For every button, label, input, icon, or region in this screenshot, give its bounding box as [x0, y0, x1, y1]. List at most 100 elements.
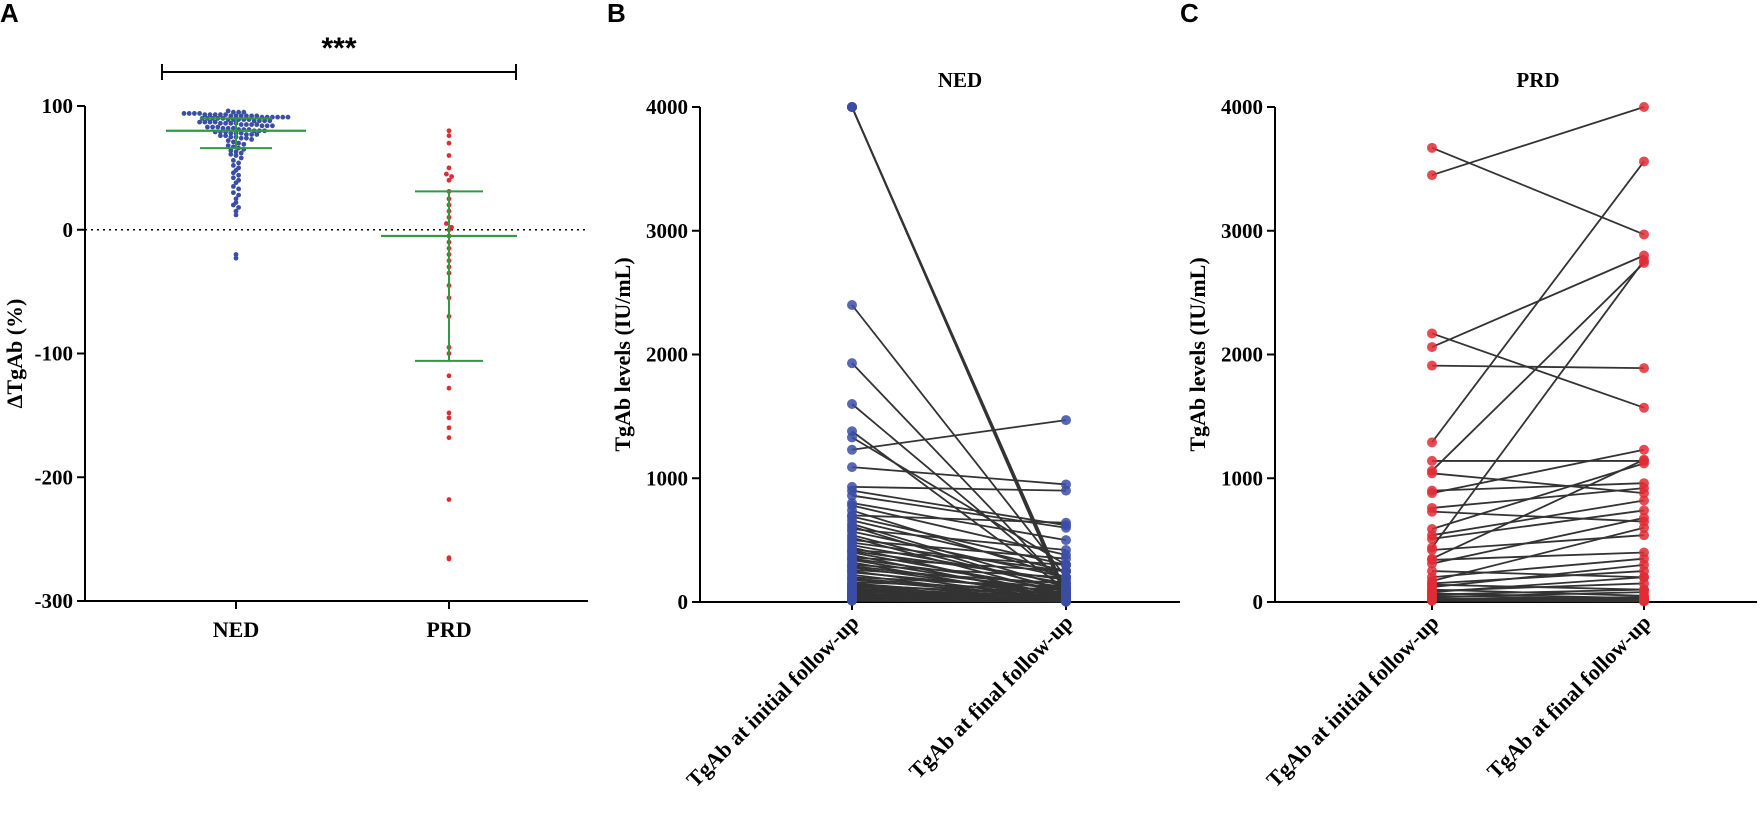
- initial-point: [1427, 437, 1437, 448]
- y-tick-label: 4000: [646, 95, 688, 119]
- ned-point: [228, 148, 234, 153]
- ned-point: [212, 112, 218, 118]
- initial-point: [847, 300, 857, 310]
- ned-point: [264, 123, 270, 129]
- pair-line: [1431, 332, 1645, 409]
- final-point: [1639, 363, 1649, 374]
- ned-point: [244, 113, 249, 119]
- prd-point: [446, 128, 452, 134]
- ned-point: [223, 133, 229, 139]
- ned-point: [231, 139, 236, 145]
- ned-point: [186, 111, 192, 116]
- prd-point: [446, 385, 452, 391]
- final-point: [1639, 530, 1649, 541]
- final-point: [1061, 517, 1071, 528]
- ned-point: [215, 124, 221, 130]
- ned-point: [197, 111, 203, 116]
- significance-label: ***: [321, 32, 356, 65]
- pair-line: [851, 514, 1067, 524]
- final-point: [1639, 444, 1649, 455]
- ned-point: [275, 114, 280, 120]
- final-point: [1639, 156, 1649, 167]
- pair-line: [851, 528, 1067, 551]
- pair-line: [851, 502, 1067, 542]
- pair-line: [1431, 147, 1645, 236]
- ned-point: [228, 130, 234, 136]
- pair-line: [1431, 510, 1645, 523]
- pair-line: [851, 549, 1067, 566]
- panel-title: NED: [938, 68, 982, 92]
- ned-point: [231, 184, 236, 189]
- y-tick-label: -200: [35, 465, 74, 489]
- pair-line: [1431, 596, 1645, 601]
- final-point: [1639, 102, 1649, 112]
- initial-point: [847, 399, 857, 409]
- initial-point: [847, 432, 857, 443]
- ned-point: [231, 175, 236, 181]
- ned-point: [225, 125, 231, 131]
- final-point: [1639, 596, 1649, 607]
- panel-title: PRD: [1516, 68, 1559, 92]
- y-tick-label: 3000: [1221, 219, 1263, 243]
- pair-line: [1431, 462, 1645, 530]
- pair-line: [851, 556, 1067, 572]
- final-point: [1061, 545, 1071, 556]
- ned-point: [249, 137, 255, 142]
- y-axis-label: TgAb levels (IU/mL): [610, 257, 635, 451]
- ned-point: [220, 125, 226, 131]
- final-point: [1639, 559, 1649, 570]
- pair-line: [1431, 516, 1645, 565]
- ned-point: [231, 202, 236, 208]
- prd-point: [446, 165, 452, 171]
- final-point: [1061, 535, 1071, 546]
- final-point: [1639, 255, 1649, 266]
- ned-point: [270, 123, 275, 129]
- initial-point: [1427, 455, 1437, 466]
- initial-point: [847, 595, 857, 606]
- ned-point: [233, 113, 239, 119]
- panel-c-paired-lines: PRD 0 1000 2000 3000 4000 TgAb levels (IU/mL) T…: [1185, 68, 1757, 792]
- pair-line: [1431, 458, 1645, 560]
- ned-point: [233, 255, 239, 261]
- x-category-label: TgAb at final follow-up: [904, 610, 1078, 784]
- ned-point: [236, 172, 242, 178]
- x-category-label: NED: [213, 617, 259, 642]
- ned-point: [238, 113, 244, 119]
- y-tick-label: 0: [1253, 590, 1264, 614]
- pair-line: [1431, 534, 1645, 551]
- ned-point: [192, 111, 197, 116]
- ned-point: [241, 109, 247, 115]
- initial-point: [1427, 360, 1437, 371]
- prd-point: [446, 140, 452, 146]
- ned-point: [233, 149, 239, 155]
- ned-point: [262, 118, 267, 124]
- ned-point: [228, 134, 234, 140]
- ned-point: [238, 130, 244, 136]
- final-point: [1639, 572, 1649, 583]
- initial-point: [847, 444, 857, 455]
- pair-line: [1431, 599, 1645, 603]
- pair-line: [851, 436, 1067, 566]
- final-point: [1639, 454, 1649, 465]
- y-tick-label: 3000: [646, 219, 688, 243]
- y-tick-label: 4000: [1221, 95, 1263, 119]
- ned-point: [233, 208, 239, 214]
- panel-letter-b: B: [607, 0, 626, 28]
- panel-a-scatter: 100 0 -100 -200 -300 ΔTgAb (%) NED PRD ***: [2, 32, 588, 642]
- pair-line: [1431, 570, 1645, 585]
- y-tick-label: 100: [42, 94, 74, 118]
- initial-point: [1427, 328, 1437, 339]
- y-axis-label: TgAb levels (IU/mL): [1185, 257, 1210, 451]
- ned-point: [238, 122, 244, 127]
- ned-point: [202, 119, 208, 125]
- ned-point: [233, 196, 239, 202]
- initial-point: [1427, 545, 1437, 556]
- x-category-label: TgAb at initial follow-up: [1261, 610, 1443, 792]
- x-category-label: TgAb at initial follow-up: [681, 610, 863, 792]
- pair-line: [851, 403, 1067, 585]
- prd-point: [446, 373, 452, 379]
- x-category-label: TgAb at final follow-up: [1482, 610, 1656, 784]
- pair-line: [1431, 563, 1645, 589]
- pair-line: [851, 486, 1067, 492]
- prd-point: [446, 410, 452, 416]
